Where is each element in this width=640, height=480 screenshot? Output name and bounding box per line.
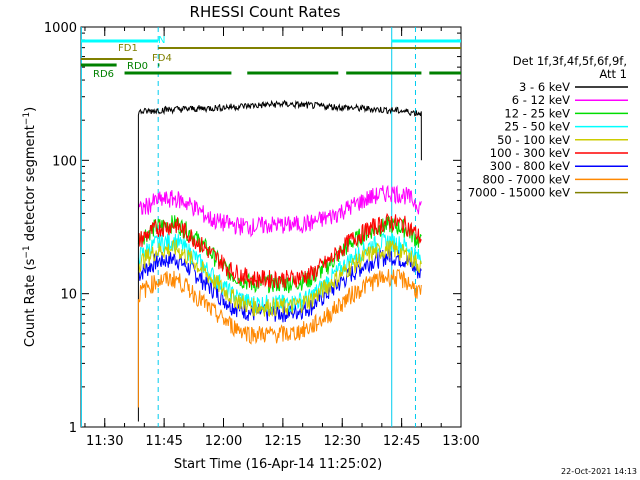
legend-label: 300 - 800 keV <box>490 159 570 173</box>
series-line <box>137 184 422 238</box>
x-axis-label: Start Time (16-Apr-14 11:25:02) <box>174 457 382 472</box>
series-line <box>137 99 422 422</box>
legend: Det 1f,3f,4f,5f,6f,9f, Att 1 <box>513 54 627 81</box>
y-tick-label: 1000 <box>44 21 77 36</box>
y-tick-label: 1 <box>69 421 77 436</box>
legend-label: 7000 - 15000 keV <box>468 186 570 200</box>
x-tick-label: 12:45 <box>383 434 420 449</box>
y-axis-label-part: Count Rate (s <box>23 258 38 347</box>
x-tick-label: 12:15 <box>264 434 301 449</box>
legend-header: Det 1f,3f,4f,5f,6f,9f, <box>513 54 627 68</box>
y-axis-label: Count Rate (s−1 detector segment−1) <box>22 107 38 347</box>
series-line <box>137 268 422 408</box>
series-line <box>137 239 422 318</box>
series-line <box>137 212 422 289</box>
x-tick-label: 12:00 <box>205 434 242 449</box>
x-tick-label: 11:30 <box>86 434 123 449</box>
legend-label: 12 - 25 keV <box>504 106 570 120</box>
x-tick-label: 12:30 <box>324 434 361 449</box>
x-tick-label: 13:00 <box>442 434 479 449</box>
y-axis-label-part: ) <box>23 107 38 112</box>
flag-bars: N FD1 FD4 RD0 RD6 <box>81 35 461 80</box>
legend-label: 800 - 7000 keV <box>482 172 570 186</box>
y-tick-label: 10 <box>60 288 77 303</box>
x-tick-label: 11:45 <box>145 434 182 449</box>
chart-title: RHESSI Count Rates <box>190 3 341 21</box>
y-axis: 1 10 100 1000 <box>44 21 461 436</box>
legend-label: 3 - 6 keV <box>519 80 570 94</box>
legend-label: 6 - 12 keV <box>512 93 570 107</box>
legend-label: 25 - 50 keV <box>504 120 570 134</box>
flag-label: FD1 <box>118 43 138 54</box>
series-line <box>137 247 422 323</box>
y-axis-label-sup: −1 <box>22 112 32 125</box>
legend-label: 100 - 300 keV <box>490 146 570 160</box>
y-axis-label-part: detector segment <box>23 125 38 245</box>
series-line <box>137 232 422 314</box>
y-tick-label: 100 <box>52 154 77 169</box>
x-axis: 11:30 11:45 12:00 12:15 12:30 12:45 13:00 <box>84 27 480 449</box>
flag-label: N <box>158 35 165 46</box>
series-lines <box>137 99 422 422</box>
flag-label: RD6 <box>93 69 114 80</box>
legend-label: 50 - 100 keV <box>497 133 570 147</box>
flag-label: RD0 <box>127 61 148 72</box>
flag-label: FD4 <box>152 53 172 64</box>
legend-header: Att 1 <box>599 67 627 81</box>
timestamp: 22-Oct-2021 14:13 <box>561 467 637 476</box>
y-axis-label-sup: −1 <box>22 245 32 258</box>
